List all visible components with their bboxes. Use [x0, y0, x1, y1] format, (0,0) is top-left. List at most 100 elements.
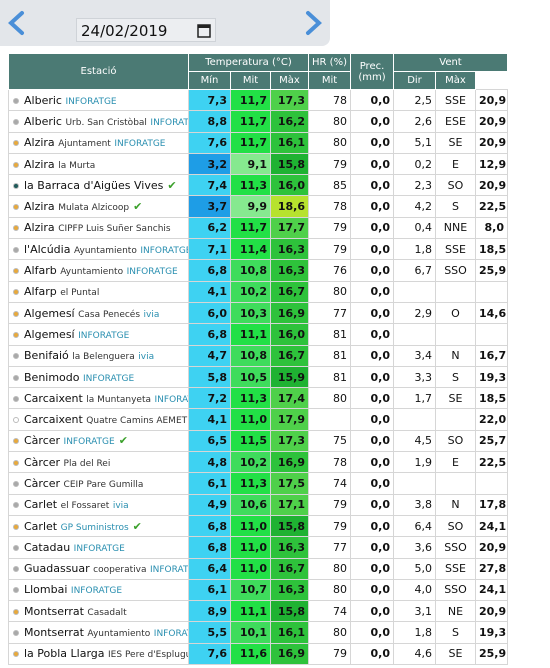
network-tag: INFORATGE: [83, 373, 135, 384]
station-row: Alzira Mulata Alzicoop ✔ 3,7 9,9 18,6 78 0,0 4,…: [8, 195, 508, 218]
station-cell: Alberic Urb. San Cristòbal INFORATGE: [8, 110, 189, 133]
station-row: Carlet el Fossaret ivia 4,9 10,6 17,1 79 0,0 3…: [8, 493, 508, 516]
station-row: la Pobla Llarga IES Pere d'Esplugues7,61…: [8, 642, 508, 666]
value-cell: 0,0: [350, 238, 394, 261]
value-cell: 11,3: [230, 387, 271, 410]
value-cell: 4,5: [393, 429, 436, 453]
station-place: Mulata Alzicoop: [58, 203, 130, 214]
value-cell: [393, 408, 436, 431]
status-dot: [13, 480, 19, 487]
value-cell: NNE: [435, 216, 476, 240]
station-cell: Alzira Ajuntament INFORATGE: [8, 131, 189, 154]
value-cell: 27,8: [475, 557, 508, 580]
station-row: Alfarp el Puntal 4,1 10,2 16,7 80 0,0: [8, 280, 508, 303]
station-name: Alfarp: [24, 285, 57, 299]
station-place: Quatre Camins AEMET: [86, 416, 188, 427]
subheader-cell: Mín: [188, 71, 231, 90]
value-cell: [308, 408, 351, 431]
value-cell: 4,8: [188, 451, 231, 474]
status-dot: [13, 374, 19, 381]
status-dot: [13, 246, 19, 253]
value-cell: 81: [308, 323, 351, 346]
value-cell: 1,8: [393, 621, 436, 644]
station-name: Alberic: [24, 114, 62, 128]
value-cell: 8,0: [475, 216, 508, 240]
value-cell: 8,8: [188, 110, 231, 133]
status-dot: [13, 331, 19, 338]
value-cell: 10,5: [230, 365, 271, 389]
calendar-icon[interactable]: [197, 23, 211, 38]
station-cell: Alzira CIPFP Luis Suñer Sanchis: [8, 216, 189, 240]
station-name: Càrcer: [24, 476, 61, 490]
value-cell: 0,0: [350, 344, 394, 367]
station-cell: Alzira la Murta: [8, 152, 189, 176]
value-cell: 22,5: [475, 451, 508, 474]
header-cell: Vent: [393, 53, 508, 72]
network-tag: INFORATGE: [73, 543, 125, 554]
station-name: la Barraca d'Aigües Vives: [24, 178, 164, 192]
station-cell: Guadassuar cooperativa INFORATGE: [8, 557, 189, 580]
network-tag: INFORATGE: [149, 565, 189, 576]
station-row: Alfarb Ayuntamiento INFORATGE 6,8 10,8 16,3…: [8, 259, 508, 282]
value-cell: 0,0: [350, 216, 394, 240]
value-cell: 17,1: [270, 493, 309, 516]
value-cell: [393, 323, 436, 346]
station-row: Montserrat Casadalt 8,9 11,1 15,8 74 0,0 3,1 NE…: [8, 600, 508, 623]
value-cell: 3,6: [393, 536, 436, 559]
value-cell: 3,7: [188, 195, 231, 218]
network-tag: INFORATGE: [70, 586, 123, 597]
next-day-button[interactable]: [302, 10, 324, 36]
network-tag: INFORATGE: [140, 245, 189, 256]
value-cell: 80: [308, 131, 351, 154]
network-tag: ivia: [138, 352, 155, 363]
station-cell: Càrcer CEIP Pare Gumilla: [8, 472, 189, 495]
value-cell: 80: [308, 110, 351, 133]
station-cell: Algemesí Casa Penecés ivia: [8, 301, 189, 325]
status-dot: [13, 289, 19, 296]
station-cell: la Pobla Llarga IES Pere d'Esplugues: [8, 642, 189, 666]
network-tag: INFORATGE: [65, 96, 117, 107]
value-cell: 0,0: [350, 131, 394, 154]
station-place: el Puntal: [60, 288, 100, 299]
value-cell: 20,9: [475, 536, 508, 559]
value-cell: N: [435, 344, 476, 367]
value-cell: 4,6: [393, 642, 436, 666]
value-cell: 79: [308, 238, 351, 261]
header-row: Estació Temperatura (°C) HR (%) Prec. (m…: [8, 53, 508, 90]
value-cell: 4,1: [188, 280, 231, 303]
value-cell: 4,0: [393, 578, 436, 602]
date-input[interactable]: 24/02/2019: [76, 18, 216, 42]
station-name: Alzira: [24, 200, 55, 214]
value-cell: 0,0: [350, 557, 394, 580]
station-row: Alzira la Murta 3,2 9,1 15,8 79 0,0 0,2 E 12,9: [8, 152, 508, 176]
station-row: Càrcer INFORATGE ✔ 6,5 11,5 17,3 75 0,0 4,5 SO 25…: [8, 429, 508, 453]
value-cell: 0,0: [350, 259, 394, 282]
value-cell: 10,6: [230, 493, 271, 516]
value-cell: 10,8: [230, 259, 271, 282]
value-cell: 11,0: [230, 408, 271, 431]
value-cell: 16,1: [270, 131, 309, 154]
value-cell: 15,9: [270, 365, 309, 389]
value-cell: 3,2: [188, 152, 231, 176]
value-cell: 2,6: [393, 110, 436, 133]
status-dot: [13, 459, 19, 466]
station-place: CIPFP Luis Suñer Sanchis: [58, 224, 171, 235]
value-cell: 79: [308, 152, 351, 176]
station-place: Ayuntamiento: [60, 267, 124, 278]
value-cell: 0,0: [350, 514, 394, 538]
value-cell: 7,4: [188, 174, 231, 197]
value-cell: SO: [435, 174, 476, 197]
network-tag: INFORATGE: [114, 139, 166, 150]
value-cell: SSE: [435, 557, 476, 580]
prev-day-button[interactable]: [6, 10, 28, 36]
station-cell: Algemesí INFORATGE: [8, 323, 189, 346]
station-row: Llombai INFORATGE 6,1 10,7 16,3 80 0,0 4,0 SSO 2…: [8, 578, 508, 602]
value-cell: 6,7: [393, 259, 436, 282]
value-cell: 6,8: [188, 536, 231, 559]
station-cell: Alfarb Ayuntamiento INFORATGE: [8, 259, 189, 282]
value-cell: 7,3: [188, 88, 231, 112]
value-cell: 10,1: [230, 621, 271, 644]
value-cell: 19,3: [475, 365, 508, 389]
station-cell: Montserrat Casadalt: [8, 600, 189, 623]
value-cell: [393, 280, 436, 303]
